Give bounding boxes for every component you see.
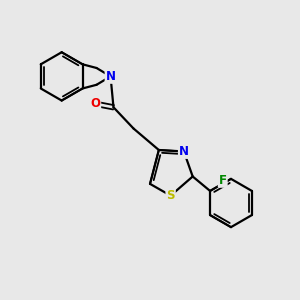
Text: F: F [219, 174, 227, 187]
Text: S: S [167, 189, 175, 202]
Text: O: O [90, 97, 100, 110]
Text: N: N [106, 70, 116, 83]
Text: N: N [179, 145, 189, 158]
